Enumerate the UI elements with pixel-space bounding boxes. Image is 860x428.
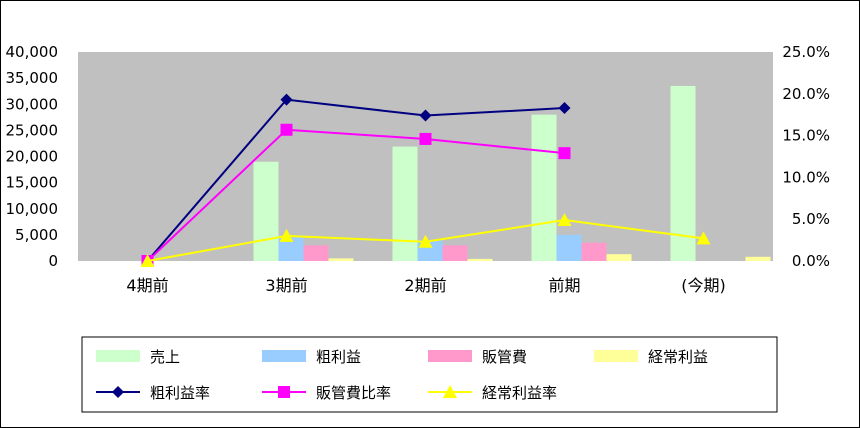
right-axis: 0.0% 5.0% 10.0% 15.0% 20.0% 25.0% [782,43,830,270]
bar [253,161,279,261]
left-tick-label: 5,000 [15,226,58,244]
left-tick-label: 30,000 [6,95,59,113]
left-axis: 0 5,000 10,000 15,000 20,000 25,000 30,000 35,0… [6,43,59,270]
right-tick-label: 5.0% [792,210,830,228]
series-line [146,128,565,262]
left-tick-label: 0 [48,252,58,270]
category-label: 3期前 [265,276,307,295]
bar [606,254,632,261]
right-tick-label: 0.0% [792,252,830,270]
line-point [419,109,432,122]
legend-label: 売上 [150,348,180,366]
category-label: 4期前 [126,276,168,295]
category-axis: 4期前 3期前 2期前 前期 (今期) [126,276,725,295]
left-tick-label: 10,000 [6,200,59,218]
legend-box [81,336,778,413]
bar [745,256,771,261]
left-tick-label: 20,000 [6,148,59,166]
series-line [146,98,565,262]
legend-swatch [262,350,306,362]
bar [531,114,557,261]
legend-label: 経常利益 [648,348,708,366]
bar [278,237,304,261]
line-point [557,213,572,227]
line-point [558,147,571,160]
line-point [443,385,457,398]
line-point [279,228,294,242]
plot-area [78,52,773,261]
legend-label: 粗利益率 [150,384,210,402]
left-tick-label: 15,000 [6,174,59,192]
left-tick-label: 40,000 [6,43,59,61]
legend-label: 粗利益 [316,348,361,366]
bar [442,245,468,261]
line-point [558,102,571,115]
line-point [140,254,155,267]
line-point [696,231,711,245]
line-point [278,386,290,398]
category-label: 2期前 [404,276,446,295]
right-tick-label: 20.0% [782,85,830,103]
legend-label: 販管費 [482,348,527,366]
bar [670,85,696,262]
line-point [280,93,293,106]
line-point [112,386,124,398]
bar [467,258,493,261]
left-tick-label: 25,000 [6,121,59,139]
bar [581,242,607,261]
legend-label: 経常利益率 [482,384,557,402]
right-tick-label: 25.0% [782,43,830,61]
bar [556,234,582,261]
line-series [140,93,711,267]
legend-swatch [96,350,140,362]
category-label: 前期 [548,276,580,295]
right-tick-label: 10.0% [782,168,830,186]
line-point [418,234,433,248]
bar [392,146,418,261]
legend-label: 販管費比率 [316,384,391,402]
legend-swatch [594,350,638,362]
bar [303,245,329,261]
line-point [419,132,432,145]
legend-swatch [428,350,472,362]
category-label: (今期) [681,276,726,295]
left-tick-label: 35,000 [6,69,59,87]
bar [328,258,354,261]
line-point [280,123,293,136]
right-tick-label: 15.0% [782,127,830,145]
